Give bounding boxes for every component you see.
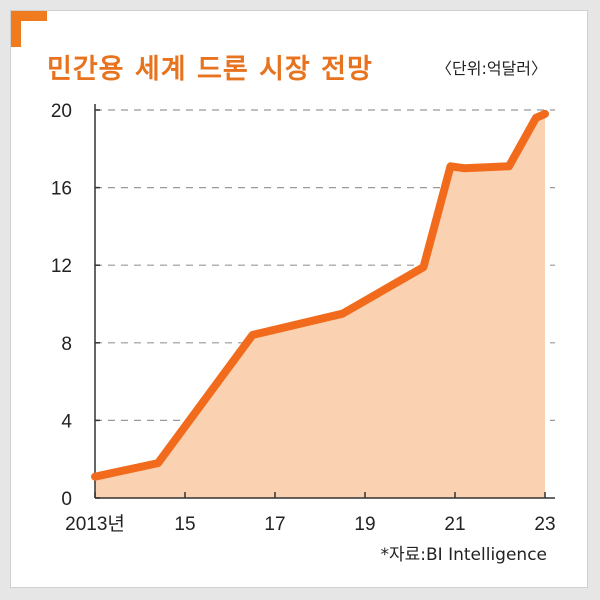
x-tick-label: 23 bbox=[534, 514, 555, 535]
y-tick-label: 20 bbox=[51, 101, 72, 122]
x-tick-label: 2013년 bbox=[65, 513, 125, 535]
x-tick-labels: 2013년 15 17 19 21 23 bbox=[65, 513, 555, 535]
y-tick-labels: 0 4 8 12 16 20 bbox=[51, 101, 73, 510]
chart-title: 민간용 세계 드론 시장 전망 bbox=[47, 54, 373, 85]
y-tick-label: 4 bbox=[61, 411, 72, 432]
y-tick-label: 12 bbox=[51, 256, 72, 277]
x-tick-label: 17 bbox=[264, 514, 285, 535]
axes bbox=[94, 104, 555, 499]
series-line bbox=[91, 109, 549, 481]
y-tick-label: 16 bbox=[51, 179, 72, 200]
y-tick-label: 0 bbox=[61, 489, 72, 510]
x-tick-label: 21 bbox=[444, 514, 465, 535]
y-tick-label: 8 bbox=[61, 334, 72, 355]
x-tick-label: 19 bbox=[354, 514, 375, 535]
x-tick-label: 15 bbox=[174, 514, 195, 535]
unit-label: 〈단위:억달러〉 bbox=[436, 59, 547, 78]
source-note: *자료:BI Intelligence bbox=[380, 545, 548, 565]
corner-accent bbox=[11, 11, 47, 47]
